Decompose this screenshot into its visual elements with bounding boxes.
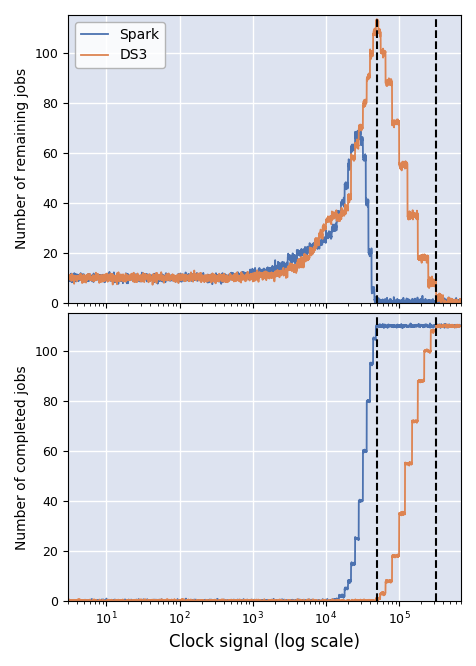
DS3 <box>407 213 413 221</box>
Spark <box>233 270 238 278</box>
DS3 <box>438 298 444 306</box>
DS3 <box>374 15 380 23</box>
Spark <box>65 270 71 278</box>
Spark <box>407 298 413 306</box>
Spark <box>133 276 139 284</box>
Line: Spark: Spark <box>68 129 460 302</box>
Legend: Spark, DS3: Spark, DS3 <box>75 22 165 68</box>
Line: DS3: DS3 <box>68 19 460 302</box>
Spark <box>110 276 116 284</box>
DS3 <box>65 270 71 278</box>
DS3 <box>110 275 116 283</box>
DS3 <box>457 295 463 303</box>
DS3 <box>216 275 221 283</box>
DS3 <box>233 271 238 279</box>
X-axis label: Clock signal (log scale): Clock signal (log scale) <box>169 633 360 651</box>
Spark <box>457 298 463 306</box>
Spark <box>357 125 363 133</box>
Spark <box>450 298 456 306</box>
Y-axis label: Number of remaining jobs: Number of remaining jobs <box>15 69 29 249</box>
Spark <box>372 298 378 306</box>
Spark <box>216 273 221 281</box>
Y-axis label: Number of completed jobs: Number of completed jobs <box>15 365 29 549</box>
DS3 <box>133 276 139 284</box>
DS3 <box>450 298 456 306</box>
